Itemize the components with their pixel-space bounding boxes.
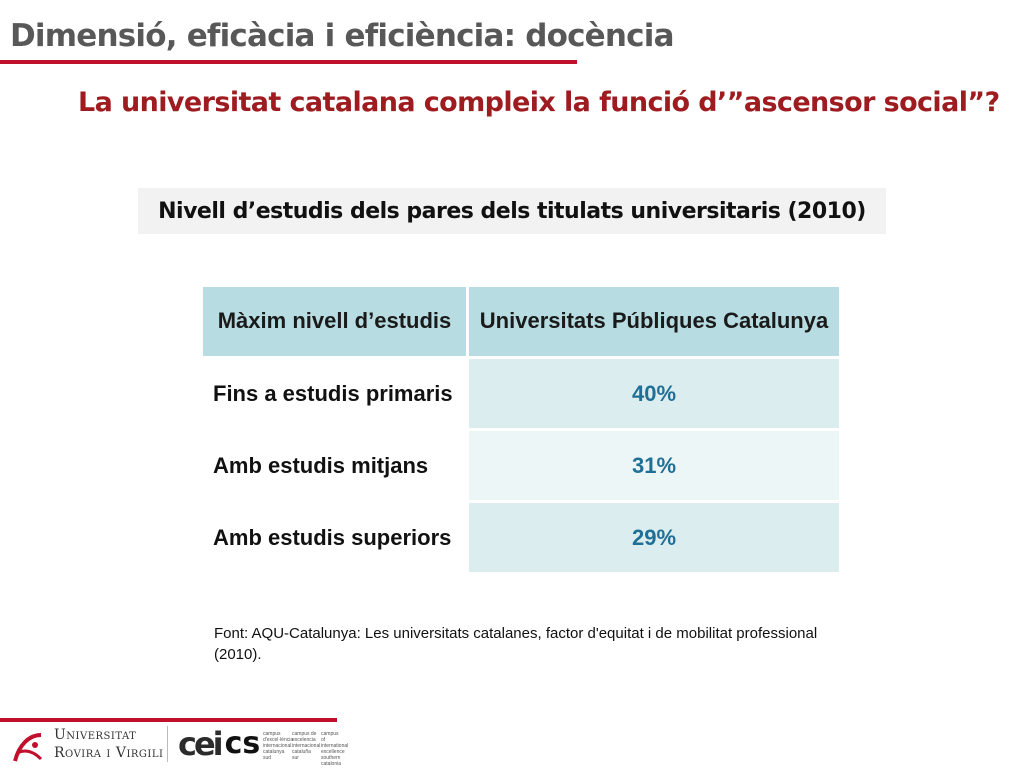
footer-divider <box>167 726 168 762</box>
header-cell-level: Màxim nivell d’estudis <box>203 287 469 359</box>
table-title-box: Nivell d’estudis dels pares dels titulat… <box>138 188 886 234</box>
main-question: La universitat catalana compleix la func… <box>78 87 1000 118</box>
urv-logo-icon <box>13 733 43 762</box>
cei-cs: cs <box>224 726 261 761</box>
row-label: Fins a estudis primaris <box>203 359 469 431</box>
urv-wordmark: Universitat Rovira i Virgili <box>54 726 163 762</box>
section-title: Dimensió, eficàcia i eficiència: docènci… <box>10 18 674 54</box>
table-row: Amb estudis mitjans 31% <box>203 431 839 503</box>
row-value: 40% <box>469 359 839 431</box>
title-rule <box>0 60 577 64</box>
cei-logo: cei cs <box>178 725 260 763</box>
cei-text-es: campus de excelencia internacional catal… <box>292 731 321 761</box>
cei-text-en: campus of international excellence south… <box>321 731 349 767</box>
row-label: Amb estudis superiors <box>203 503 469 575</box>
table-title: Nivell d’estudis dels pares dels titulat… <box>158 198 866 224</box>
footer-rule <box>0 718 337 722</box>
row-value: 31% <box>469 431 839 503</box>
source-note: Font: AQU-Catalunya: Les universitats ca… <box>214 625 818 663</box>
table-row: Fins a estudis primaris 40% <box>203 359 839 431</box>
header-cell-universities: Universitats Públiques Catalunya <box>469 287 839 359</box>
data-table: Màxim nivell d’estudis Universitats Públ… <box>203 287 839 575</box>
urv-line-2: Rovira i Virgili <box>54 745 164 761</box>
table-row: Amb estudis superiors 29% <box>203 503 839 575</box>
cei-text-ca: campus d'excel·lència internacional cata… <box>263 731 294 761</box>
row-value: 29% <box>469 503 839 575</box>
table-header-row: Màxim nivell d’estudis Universitats Públ… <box>203 287 839 359</box>
urv-line-1: Universitat <box>54 727 137 743</box>
row-label: Amb estudis mitjans <box>203 431 469 503</box>
cei-mark: cei <box>178 725 224 763</box>
